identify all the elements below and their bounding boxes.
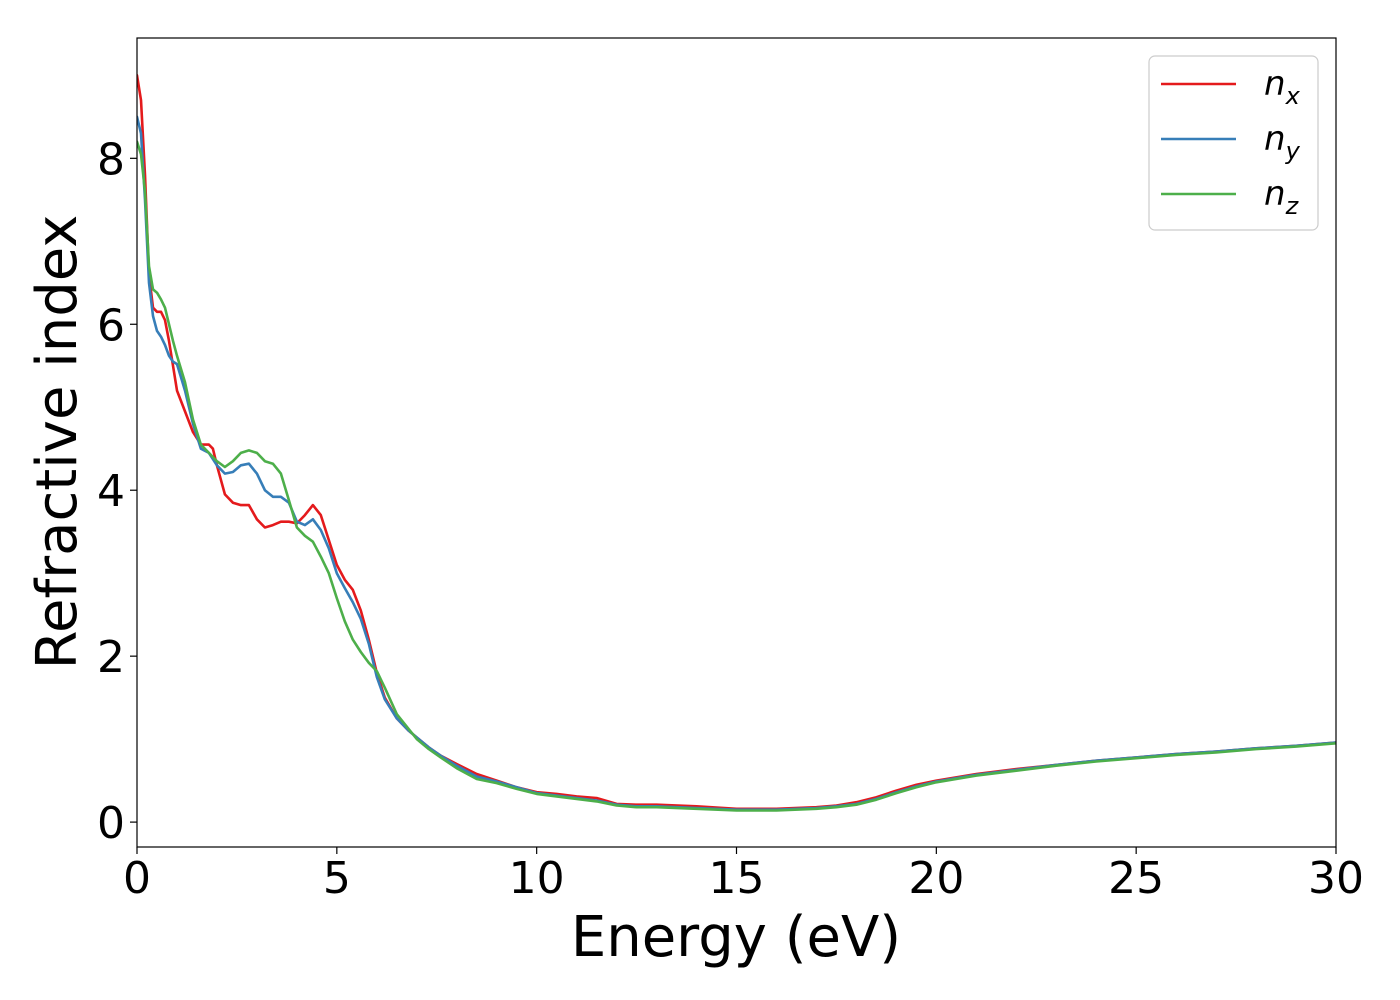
y-tick-label: 8 — [97, 134, 125, 185]
legend-box — [1148, 55, 1319, 231]
legend: nx ny nz — [1148, 55, 1319, 231]
y-tick-label: 6 — [97, 300, 125, 351]
x-tick-label: 10 — [509, 853, 565, 904]
y-tick-label: 2 — [97, 632, 125, 683]
legend-label-x: nx — [1264, 64, 1301, 110]
series-layer — [137, 74, 1336, 812]
x-axis: 0 5 10 15 20 25 30 — [123, 847, 1364, 904]
y-tick-label: 4 — [97, 466, 125, 517]
x-tick-label: 0 — [123, 853, 151, 904]
x-tick-label: 5 — [323, 853, 351, 904]
x-tick-label: 15 — [709, 853, 765, 904]
y-tick-label: 0 — [97, 798, 125, 849]
legend-label-y: ny — [1264, 119, 1301, 165]
series-line-z — [137, 140, 1336, 812]
x-tick-label: 30 — [1308, 853, 1364, 904]
y-axis-label: Refractive index — [25, 215, 90, 670]
x-axis-label: Energy (eV) — [571, 905, 901, 970]
x-tick-label: 25 — [1108, 853, 1164, 904]
legend-label-z: nz — [1264, 174, 1300, 220]
x-tick-label: 20 — [908, 853, 964, 904]
y-axis: 0 2 4 6 8 — [97, 134, 137, 849]
